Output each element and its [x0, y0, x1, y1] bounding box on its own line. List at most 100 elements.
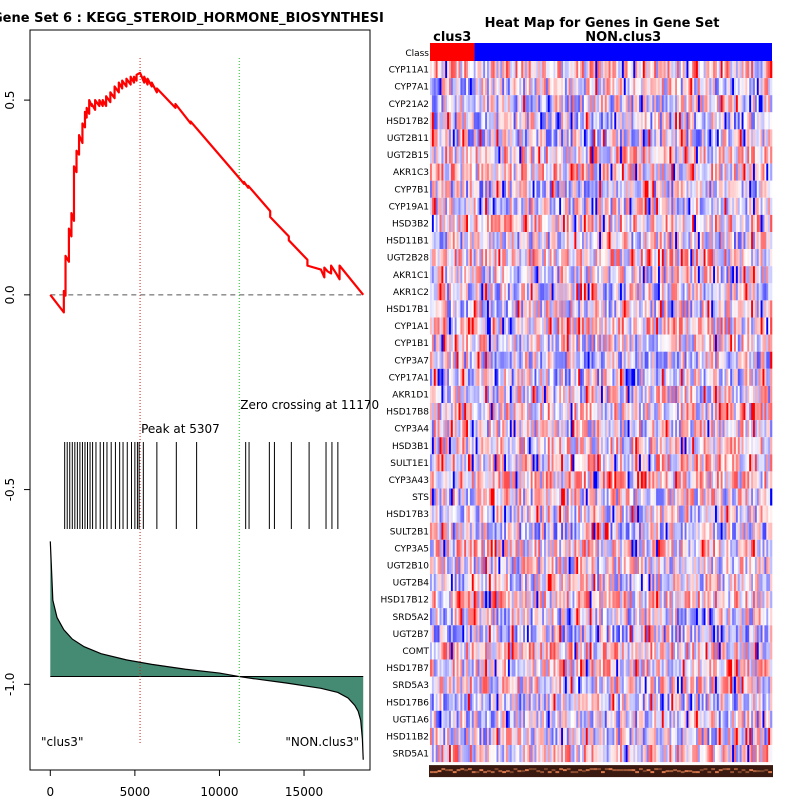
heatmap-cell [525, 232, 528, 250]
heatmap-cell [483, 385, 486, 403]
heatmap-cell [625, 61, 628, 79]
heatmap-cell [753, 180, 756, 198]
heatmap-cell [656, 471, 659, 489]
heatmap-cell [739, 471, 742, 489]
heatmap-cell [753, 471, 756, 489]
heatmap-cell [439, 471, 442, 489]
heatmap-cell [635, 129, 638, 147]
heatmap-cell [523, 471, 526, 489]
heatmap-cell [483, 334, 486, 352]
heatmap-cell [737, 471, 740, 489]
heatmap-cell [498, 385, 501, 403]
heatmap-cell [639, 420, 642, 438]
heatmap-cell [737, 437, 740, 455]
heatmap-cell [595, 300, 598, 318]
heatmap-cell [587, 249, 590, 267]
heatmap-cell [701, 78, 704, 96]
heatmap-cell [754, 437, 758, 455]
heatmap-cell [435, 232, 438, 250]
heatmap-cell [441, 95, 444, 113]
heatmap-cell [720, 180, 723, 198]
heatmap-cell [591, 266, 594, 284]
heatmap-cell [566, 471, 569, 489]
heatmap-cell [540, 95, 543, 113]
heatmap-cell [466, 112, 469, 130]
heatmap-cell [747, 385, 750, 403]
heatmap-cell [734, 197, 737, 215]
heatmap-cell [764, 78, 767, 96]
heatmap-cell [469, 351, 473, 369]
heatmap-cell [532, 249, 535, 267]
heatmap-cell [728, 214, 731, 232]
heatmap-cell [475, 146, 478, 164]
heatmap-cell [437, 146, 440, 164]
heatmap-cell [504, 112, 507, 130]
heatmap-cell [498, 197, 501, 215]
heatmap-cell [582, 197, 585, 215]
heatmap-cell [648, 180, 651, 198]
heatmap-cell [544, 351, 547, 369]
heatmap-cell [433, 454, 436, 472]
heatmap-cell [530, 214, 533, 232]
heatmap-cell [469, 266, 473, 284]
heatmap-cell [483, 283, 486, 301]
heatmap-cell [715, 385, 718, 403]
heatmap-cell [745, 488, 748, 506]
heatmap-cell [435, 214, 438, 232]
heatmap-cell [724, 214, 727, 232]
heatmap-cell [509, 437, 512, 455]
heatmap-cell [464, 146, 467, 164]
heatmap-cell [481, 249, 484, 267]
heatmap-cell [696, 317, 699, 335]
heatmap-cell [658, 249, 661, 267]
heatmap-cell [631, 249, 634, 267]
heatmap-cell [745, 180, 748, 198]
heatmap-cell [677, 385, 680, 403]
heatmap-cell [720, 163, 723, 181]
heatmap-cell [656, 283, 659, 301]
heatmap-cell [646, 95, 649, 113]
heatmap-cell [754, 403, 758, 421]
heatmap-cell [697, 112, 701, 130]
heatmap-cell [496, 214, 499, 232]
heatmap-cell [690, 437, 693, 455]
heatmap-cell [650, 146, 653, 164]
heatmap-cell [447, 163, 450, 181]
ranked-metric-line [49, 541, 364, 760]
heatmap-cell [439, 197, 442, 215]
heatmap-cell [642, 488, 645, 506]
heatmap-cell [711, 232, 714, 250]
heatmap-cell [751, 283, 754, 301]
heatmap-cell [726, 232, 729, 250]
heatmap-cell [682, 163, 685, 181]
heatmap-cell [458, 488, 461, 506]
heatmap-cell [673, 403, 676, 421]
heatmap-cell [690, 317, 693, 335]
heatmap-cell [753, 61, 756, 79]
heatmap-cell [494, 471, 497, 489]
heatmap-cell [454, 78, 457, 96]
heatmap-cell [754, 197, 758, 215]
heatmap-cell [715, 129, 718, 147]
heatmap-cell [732, 420, 735, 438]
heatmap-cell [656, 420, 659, 438]
heatmap-cell [602, 129, 606, 147]
heatmap-cell [553, 420, 556, 438]
heatmap-cell [686, 129, 689, 147]
heatmap-cell [659, 266, 663, 284]
heatmap-cell [485, 454, 488, 472]
heatmap-cell [614, 368, 617, 386]
heatmap-cell [492, 368, 495, 386]
heatmap-cell [760, 403, 763, 421]
heatmap-cell [631, 112, 634, 130]
heatmap-cell [770, 368, 773, 386]
heatmap-cell [709, 454, 712, 472]
heatmap-cell [435, 351, 438, 369]
heatmap-cell [572, 214, 575, 232]
heatmap-cell [485, 78, 488, 96]
heatmap-cell [703, 351, 706, 369]
heatmap-cell [614, 403, 617, 421]
heatmap-cell [525, 368, 528, 386]
heatmap-cell [644, 214, 647, 232]
heatmap-cell [595, 112, 598, 130]
